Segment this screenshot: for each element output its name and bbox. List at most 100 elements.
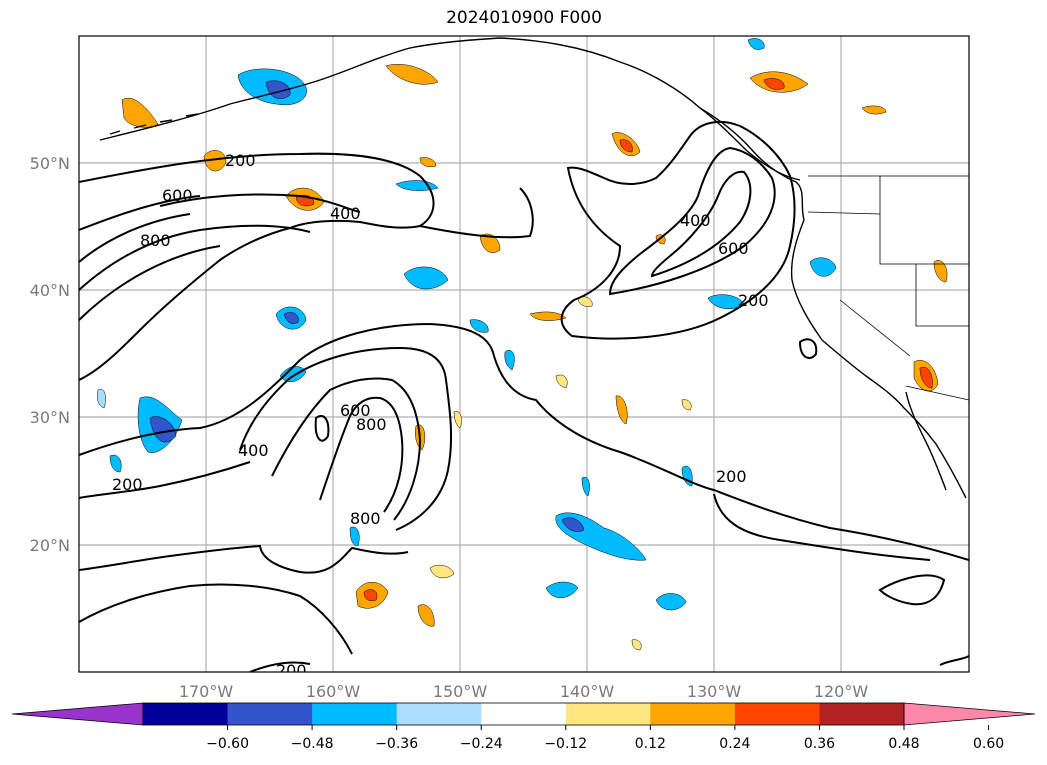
contour-label: 800 bbox=[140, 231, 171, 250]
contour-label: 800 bbox=[350, 509, 381, 528]
positive-patch bbox=[203, 150, 227, 172]
lat-label: 30°N bbox=[30, 408, 70, 427]
colorbar-segment bbox=[227, 703, 313, 725]
map-plot-area: 200 600 800 400 400 600 200 400 600 800 … bbox=[79, 36, 969, 680]
positive-patch bbox=[619, 139, 633, 153]
contour-400-east bbox=[608, 146, 776, 296]
contour-200-north bbox=[79, 152, 435, 381]
contour-closed-east bbox=[798, 338, 818, 359]
contour-closed-mid bbox=[314, 415, 330, 442]
colorbar-segment bbox=[312, 703, 398, 725]
colorbar-segment bbox=[565, 703, 651, 725]
positive-patch bbox=[861, 105, 887, 115]
us-state-line bbox=[839, 299, 911, 357]
contour-600-south bbox=[271, 377, 422, 521]
contour-200-sw bbox=[79, 461, 251, 499]
negative-patch bbox=[809, 257, 837, 277]
contour-labels: 200 600 800 400 400 600 200 400 600 800 … bbox=[112, 151, 769, 680]
longitude-axis: 170°W 160°W 150°W 140°W 130°W 120°W bbox=[179, 682, 869, 701]
colorbar-tick-label: 0.24 bbox=[719, 736, 750, 752]
negative-patch bbox=[561, 517, 585, 532]
positive-patch bbox=[529, 311, 567, 321]
negative-patch bbox=[279, 366, 307, 383]
lon-label: 140°W bbox=[560, 682, 615, 701]
lat-label: 20°N bbox=[30, 536, 70, 555]
colorbar bbox=[11, 702, 1036, 730]
contour-400-north bbox=[159, 193, 361, 213]
us-state-line bbox=[807, 211, 881, 215]
colorbar-tick-label: −0.12 bbox=[544, 736, 587, 752]
map-frame bbox=[78, 35, 970, 673]
bc-coast bbox=[699, 107, 805, 221]
contour-lines bbox=[79, 120, 969, 672]
positive-patch bbox=[121, 97, 159, 128]
contour-inner-2 bbox=[79, 245, 221, 321]
negative-patch bbox=[109, 454, 122, 473]
positive-patch bbox=[555, 374, 568, 389]
gridlines bbox=[79, 36, 969, 672]
colorbar-extension-low bbox=[11, 702, 144, 726]
us-state-line bbox=[915, 264, 969, 327]
negative-patch bbox=[395, 180, 439, 191]
negative-patch bbox=[504, 350, 515, 371]
colorbar-labels: −0.60 −0.48 −0.36 −0.24 −0.12 0.12 0.24 0.36 0.4… bbox=[206, 736, 1004, 752]
contour-600 bbox=[79, 195, 201, 231]
contour-800 bbox=[79, 213, 191, 263]
contour-label: 400 bbox=[680, 211, 711, 230]
positive-patch bbox=[577, 296, 593, 307]
contour-bottom-right bbox=[939, 655, 969, 666]
latitude-axis: 50°N 40°N 30°N 20°N bbox=[30, 154, 70, 555]
lat-label: 40°N bbox=[30, 281, 70, 300]
negative-patch bbox=[747, 38, 765, 50]
contour-label: 400 bbox=[238, 441, 269, 460]
positive-patch bbox=[385, 64, 439, 85]
contour-label: 200 bbox=[738, 291, 769, 310]
contour-label: 200 bbox=[276, 661, 307, 680]
positive-patch bbox=[933, 260, 948, 283]
borders bbox=[807, 175, 969, 401]
us-state-line bbox=[879, 176, 969, 265]
island-chain bbox=[109, 113, 199, 135]
positive-patch bbox=[363, 589, 378, 601]
contour-200-se bbox=[713, 493, 931, 561]
contour-200-north-b bbox=[419, 187, 534, 239]
colorbar-tick-label: −0.60 bbox=[206, 736, 249, 752]
positive-patch bbox=[763, 78, 785, 90]
contour-label: 200 bbox=[716, 467, 747, 486]
contour-label: 600 bbox=[340, 401, 371, 420]
map-title: 2024010900 F000 bbox=[446, 8, 602, 28]
contour-200-bottom bbox=[79, 544, 409, 574]
lat-label: 50°N bbox=[30, 154, 70, 173]
positive-patch bbox=[429, 564, 455, 579]
positive-patch bbox=[919, 366, 933, 389]
positive-patch bbox=[681, 399, 692, 411]
colorbar-tick-label: 0.48 bbox=[888, 736, 919, 752]
negative-patch bbox=[283, 312, 299, 324]
contour-800-south bbox=[319, 396, 404, 513]
lon-label: 160°W bbox=[306, 682, 361, 701]
positive-patch bbox=[615, 395, 628, 425]
colorbar-extension-high bbox=[903, 702, 1036, 726]
colorbar-tick-label: 0.36 bbox=[804, 736, 835, 752]
lon-label: 130°W bbox=[687, 682, 742, 701]
shading-patches bbox=[97, 38, 948, 651]
lon-label: 120°W bbox=[814, 682, 869, 701]
contour-200-south bbox=[79, 322, 969, 561]
baja-coast bbox=[905, 391, 947, 491]
colorbar-segment bbox=[143, 703, 229, 725]
mexico-border bbox=[905, 385, 969, 401]
contour-label: 800 bbox=[356, 415, 387, 434]
colorbar-segment bbox=[481, 703, 567, 725]
positive-patch bbox=[419, 157, 437, 167]
colorbar-tick-label: 0.12 bbox=[635, 736, 666, 752]
contour-400-south bbox=[239, 346, 453, 531]
positive-patch bbox=[417, 604, 435, 627]
negative-patch bbox=[349, 526, 360, 547]
colorbar-segment bbox=[396, 703, 482, 725]
colorbar-tick-label: −0.36 bbox=[375, 736, 418, 752]
colorbar-segment bbox=[650, 703, 736, 725]
contour-label: 400 bbox=[330, 204, 361, 223]
lon-label: 150°W bbox=[433, 682, 488, 701]
contour-200-east bbox=[560, 120, 796, 340]
